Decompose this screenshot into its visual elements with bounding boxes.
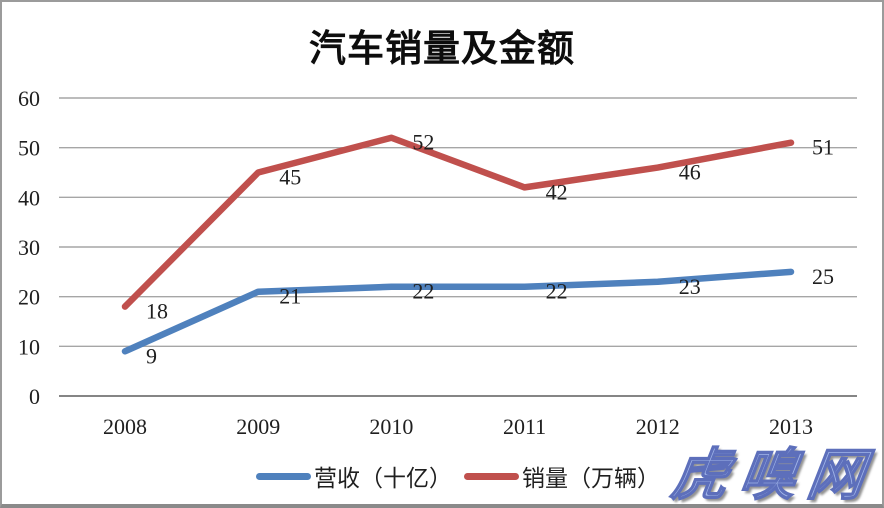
chart-legend: 营收（十亿） 销量（万辆） (59, 459, 857, 493)
y-axis-tick-label: 20 (18, 285, 40, 310)
y-axis-tick-label: 40 (18, 185, 40, 210)
y-axis-tick-label: 60 (18, 86, 40, 111)
y-axis-tick-label: 30 (18, 235, 40, 260)
legend-item-sales: 销量（万辆） (464, 459, 660, 493)
x-axis-tick-label: 2012 (636, 414, 680, 439)
legend-item-revenue: 营收（十亿） (256, 459, 452, 493)
data-label: 22 (412, 279, 434, 304)
data-label: 18 (146, 299, 168, 324)
x-axis-tick-label: 2010 (369, 414, 413, 439)
data-label: 52 (412, 130, 434, 155)
y-axis-tick-label: 10 (18, 334, 40, 359)
chart-title: 汽车销量及金额 (309, 29, 575, 70)
x-axis-tick-label: 2009 (236, 414, 280, 439)
revenue-line-swatch (256, 472, 311, 480)
legend-label-revenue: 营收（十亿） (314, 466, 452, 491)
data-label: 42 (546, 179, 568, 204)
data-label: 23 (679, 274, 701, 299)
data-label: 46 (679, 160, 701, 185)
series-line-0 (121, 268, 795, 355)
y-axis-tick-label: 0 (29, 384, 40, 409)
sales-line-swatch (464, 472, 519, 480)
x-axis-tick-label: 2008 (103, 414, 147, 439)
legend-label-sales: 销量（万辆） (522, 466, 660, 491)
data-label: 21 (279, 284, 301, 309)
data-label: 51 (812, 135, 834, 160)
series-line-1 (121, 134, 795, 310)
data-label: 45 (279, 165, 301, 190)
x-axis-tick-label: 2013 (769, 414, 813, 439)
x-axis-tick-label: 2011 (503, 414, 546, 439)
data-label: 22 (546, 279, 568, 304)
huxiu-watermark: 虎嗅网 (667, 444, 881, 507)
data-label: 25 (812, 264, 834, 289)
data-label: 9 (146, 343, 157, 368)
y-axis-tick-label: 50 (18, 136, 40, 161)
